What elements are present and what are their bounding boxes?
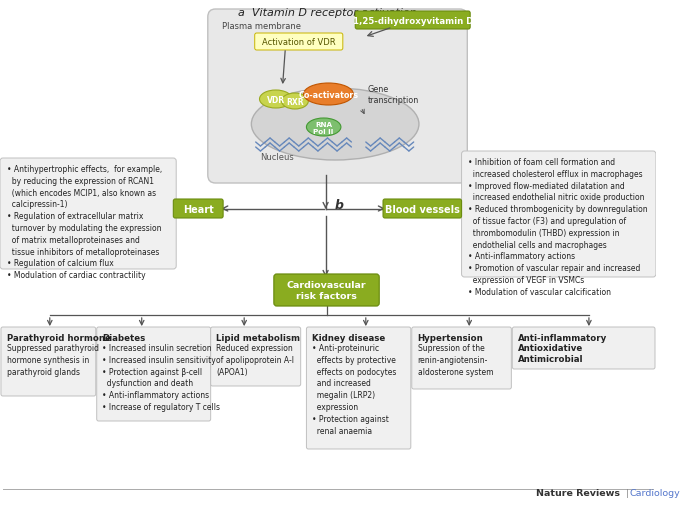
- Text: Nucleus: Nucleus: [260, 153, 295, 162]
- Text: Suppressed parathyroid
hormone synthesis in
parathyroid glands: Suppressed parathyroid hormone synthesis…: [7, 343, 99, 376]
- Text: Gene
transcription: Gene transcription: [368, 85, 419, 105]
- Text: Plasma membrane: Plasma membrane: [222, 22, 301, 31]
- FancyBboxPatch shape: [512, 327, 655, 369]
- Ellipse shape: [282, 94, 308, 110]
- Text: Parathyroid hormone: Parathyroid hormone: [7, 333, 110, 342]
- Text: Lipid metabolism: Lipid metabolism: [216, 333, 301, 342]
- FancyBboxPatch shape: [97, 327, 211, 421]
- Text: Anti-inflammatory
Antioxidative
Antimicrobial: Anti-inflammatory Antioxidative Antimicr…: [518, 333, 608, 363]
- FancyBboxPatch shape: [173, 199, 223, 219]
- Text: VDR: VDR: [266, 95, 285, 105]
- FancyBboxPatch shape: [1, 327, 96, 396]
- Text: • Inhibition of foam cell formation and
  increased cholesterol efflux in macrop: • Inhibition of foam cell formation and …: [469, 158, 648, 296]
- Text: Reduced expression
of apolipoprotein A-I
(APOA1): Reduced expression of apolipoprotein A-I…: [216, 343, 295, 376]
- FancyBboxPatch shape: [412, 327, 512, 389]
- FancyBboxPatch shape: [0, 159, 176, 270]
- Text: Kidney disease: Kidney disease: [312, 333, 386, 342]
- Text: Nature Reviews: Nature Reviews: [536, 488, 620, 497]
- FancyBboxPatch shape: [255, 34, 342, 51]
- Ellipse shape: [260, 91, 292, 109]
- Text: |: |: [623, 488, 633, 497]
- Ellipse shape: [251, 89, 419, 161]
- Text: 1,25-dihydroxyvitamin D: 1,25-dihydroxyvitamin D: [353, 17, 473, 25]
- FancyBboxPatch shape: [208, 10, 467, 184]
- FancyBboxPatch shape: [306, 327, 411, 449]
- Ellipse shape: [306, 119, 341, 137]
- Text: Hypertension: Hypertension: [418, 333, 483, 342]
- Text: Heart: Heart: [183, 204, 214, 214]
- Text: b: b: [334, 198, 343, 211]
- FancyBboxPatch shape: [383, 199, 462, 219]
- FancyBboxPatch shape: [211, 327, 301, 386]
- Text: Blood vessels: Blood vessels: [385, 204, 460, 214]
- Text: Co-activators: Co-activators: [299, 90, 358, 99]
- Text: • Antihypertrophic effects,  for example,
  by reducing the expression of RCAN1
: • Antihypertrophic effects, for example,…: [7, 165, 162, 280]
- Text: Diabetes: Diabetes: [103, 333, 146, 342]
- Ellipse shape: [303, 84, 353, 106]
- Text: Activation of VDR: Activation of VDR: [262, 38, 336, 47]
- Text: a  Vitamin D receptor activation: a Vitamin D receptor activation: [238, 8, 416, 18]
- FancyBboxPatch shape: [356, 12, 470, 30]
- Text: RXR: RXR: [286, 97, 303, 106]
- Text: Supression of the
renin-angiotensin-
aldosterone system: Supression of the renin-angiotensin- ald…: [418, 343, 493, 376]
- Text: Cardiology: Cardiology: [629, 488, 680, 497]
- Text: Cardiovascular
risk factors: Cardiovascular risk factors: [287, 281, 366, 300]
- Text: • Increased insulin secretion
• Increased insulin sensitivity
• Protection again: • Increased insulin secretion • Increase…: [103, 343, 221, 411]
- Text: RNA
Pol II: RNA Pol II: [314, 121, 334, 134]
- FancyBboxPatch shape: [274, 274, 379, 307]
- FancyBboxPatch shape: [462, 152, 656, 277]
- Text: • Anti-proteinuric
  effects by protective
  effects on podocytes
  and increase: • Anti-proteinuric effects by protective…: [312, 343, 397, 435]
